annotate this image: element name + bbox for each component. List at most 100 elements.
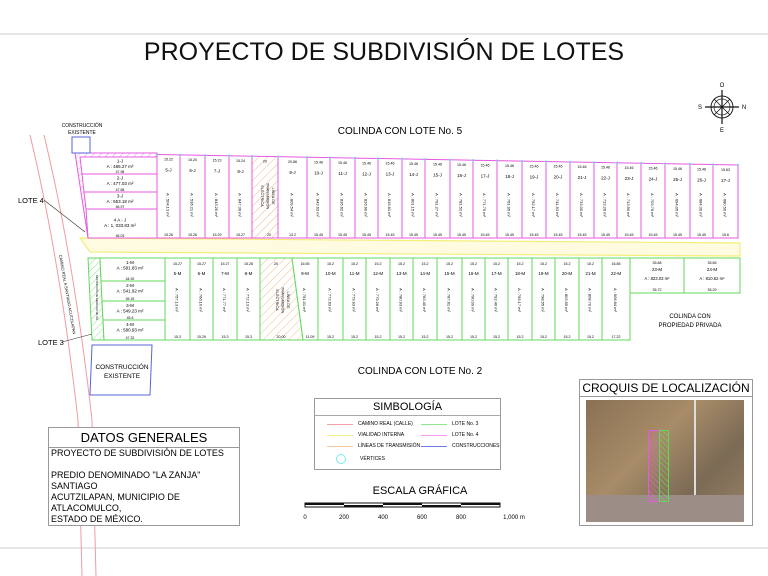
legend-label: LOTE No. 3 [452,421,479,427]
vertex-marker [276,155,280,158]
lot-back-dim: 13.2 [289,233,296,237]
lot-area: A : 553.18 m² [107,199,134,204]
lot-area: A : 504.13 m² [166,193,171,217]
lot-back-dim: 20 [267,233,271,237]
construction-bottom-label-1: CONSTRUCCIÓN [95,362,148,371]
lot-front-dim: 15.22 [164,158,173,162]
lot-back-dim: 17.22 [612,335,621,339]
lot-front-dim: 20 [263,159,267,163]
lot-area: A : 723.26 m² [603,193,608,217]
vertex-marker [423,158,427,161]
lot-front-dim: 15.2 [564,262,571,266]
vertex-marker [448,158,452,162]
lot-name: 7-J [214,169,220,174]
lot-name: 5-J [165,168,171,173]
lot-name: 1-J [117,159,123,164]
lot-back-dim: 15.45 [530,233,539,237]
lot-name: 13-J [386,172,395,177]
legend-swatch [327,434,353,436]
lot-area: A : 823.03 m² [645,276,671,281]
location-sketch-panel: CROQUIS DE LOCALIZACIÓN [579,379,753,526]
lot-area: A : 541.92 m² [117,289,144,294]
vertex-marker [178,153,182,157]
vertex-marker [639,161,643,165]
lot-back-dim: 15.2 [422,335,429,339]
lot-name: 12-J [362,171,371,176]
lot-front-dim: 35.68 [653,261,662,265]
lot-front-dim: 15.2 [375,262,382,266]
lot-name: 27-J [721,178,730,183]
lot-back-dim: 15.2 [398,335,405,339]
lot-area: A : 703.76 m² [650,193,655,217]
lot-area: A : 761.95 m² [507,193,512,217]
lot-area: A : 581.83 m² [117,266,144,271]
lot-front-dim: 15.27 [197,262,206,266]
lot-name: 22-M [611,271,622,276]
lot-front-dim: 15.2 [517,262,524,266]
lot-name: 19-J [530,174,539,179]
vertex-circle-icon [336,454,346,464]
aerial-map-image [586,400,744,522]
lot-area: A : 536.21 m² [190,193,195,217]
lot-name: 4 A - J [114,218,127,223]
lot-front-dim: 15.28 [244,262,253,266]
lot-front-dim: 16.55 [301,262,310,266]
lot-name: 15-J [433,173,442,178]
lot-name: 18-M [515,271,526,276]
power-line-label: ELÉCTRICA [275,289,280,311]
lote3-label: LOTE 3 [38,338,64,347]
lot-back-dim: 15.45 [409,233,418,237]
lot-area: A : 680.50 m² [723,193,728,217]
lot-area: A : 772.13 m² [246,288,251,312]
lot-back-dim: 15.45 [386,233,395,237]
lot-area: A : 694.05 m² [675,193,680,217]
lot-area: A : 580.93 m² [117,328,144,333]
lot-name: 21-J [578,175,587,180]
legend-item: CAMINO REAL (CALLE) [327,421,413,427]
datos-line: PREDIO DENOMINADO "LA ZANJA" [51,470,201,480]
legend-label: VÉRTICES [360,456,385,462]
colinda-top: COLINDA CON LOTE No. 5 [338,126,463,137]
lot-area: A : 815.61 m² [387,193,392,217]
vertex-marker [615,161,619,165]
legend-swatch [421,445,447,447]
lot-area: A : 485.27 m² [107,164,134,169]
legend-item: CONSTRUCCIONES [421,443,500,449]
vertex-marker [711,163,715,166]
lot-name: 2-J [117,176,123,181]
lot-front-dim: 20 [274,262,278,266]
legend-item: VÉRTICES [327,454,385,464]
lot-back-dim: 15.3 [245,335,252,339]
lot-back-dim: 15.29 [197,335,206,339]
compass-n: N [742,105,746,111]
lot-dim: 47.32 [126,336,135,340]
lot-area: A : 549.23 m² [117,309,144,314]
lot-name: 13-M [396,271,407,276]
lot-front-dim: 15.2 [327,262,334,266]
legend-item: LÍNEAS DE TRANSMISIÓN [327,443,420,449]
vertex-marker [400,157,404,161]
datos-generales-panel: DATOS GENERALES PROYECTO DE SUBDIVISIÓN … [48,427,240,526]
scale-tick: 200 [339,515,350,521]
lot-front-dim: 15.27 [173,262,182,266]
legend-item: LOTE No. 3 [421,421,478,427]
lot-front-dim: 15.2 [398,262,405,266]
lot-name: 11-M [350,271,360,276]
vertex-marker [353,156,357,160]
lot-front-dim: 15.46 [625,166,634,170]
vertex-marker [155,153,159,156]
power-line-label: ELÉCTRICA [260,185,265,207]
legend-label: CONSTRUCCIONES [452,443,500,449]
scale-tick: 0 [303,515,307,521]
colinda-bottom: COLINDA CON LOTE No. 2 [358,366,483,377]
legend-swatch [327,423,353,425]
legend-title: SIMBOLOGÍA [315,399,500,416]
lot-area: A : 752.17 m² [531,193,536,217]
legend-item: LOTE No. 4 [421,432,478,438]
lot-area: A : 808.70 m² [588,288,593,312]
lot-back-dim: 15.45 [578,233,587,237]
compass-s: S [698,105,702,111]
road-line-inner [43,134,97,576]
lot-area: A : 843.63 m² [316,193,321,217]
